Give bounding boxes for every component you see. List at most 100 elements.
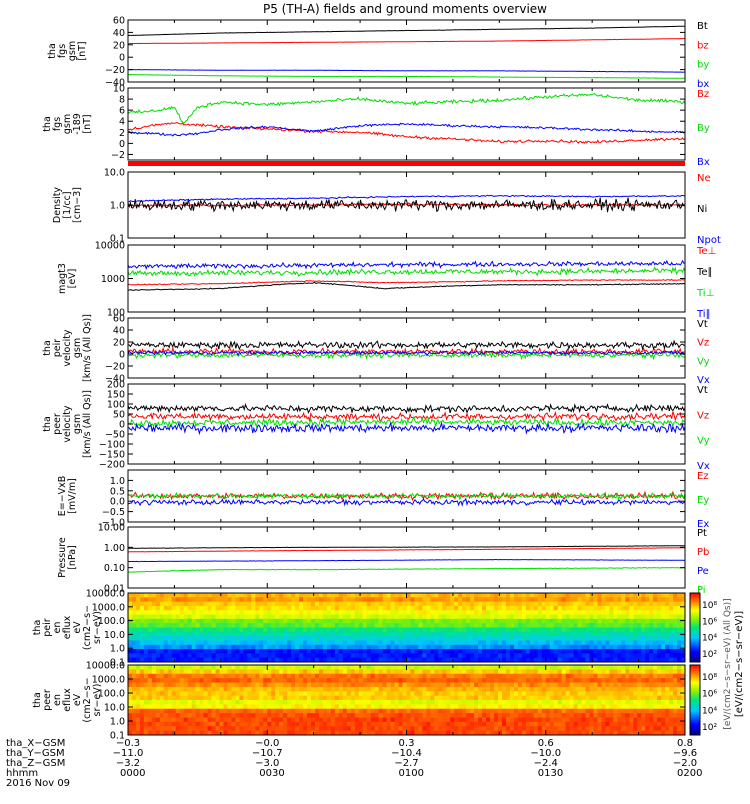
spectrogram-cell xyxy=(458,623,463,628)
spectrogram-cell xyxy=(582,645,587,650)
spectrogram-cell xyxy=(395,649,400,654)
spectrogram-cell xyxy=(223,606,228,611)
spectrogram-cell xyxy=(208,623,213,628)
spectrogram-cell xyxy=(327,610,332,615)
spectrogram-cell xyxy=(550,615,555,620)
spectrogram-cell xyxy=(172,691,177,696)
spectrogram-cell xyxy=(263,632,268,637)
spectrogram-cell xyxy=(673,645,678,650)
spectrogram-cell xyxy=(514,722,519,727)
spectrogram-cell xyxy=(148,593,153,598)
spectrogram-cell xyxy=(438,632,443,637)
spectrogram-cell xyxy=(231,704,236,709)
spectrogram-cell xyxy=(538,606,543,611)
spectrogram-cell xyxy=(438,700,443,705)
spectrogram-cell xyxy=(426,593,431,598)
spectrogram-cell xyxy=(566,709,571,714)
spectrogram-cell xyxy=(578,597,583,602)
spectrogram-cell xyxy=(522,636,527,641)
spectrogram-cell xyxy=(220,674,225,679)
spectrogram-cell xyxy=(311,718,316,723)
spectrogram-cell xyxy=(426,700,431,705)
spectrogram-cell xyxy=(669,649,674,654)
spectrogram-cell xyxy=(140,602,145,607)
spectrogram-cell xyxy=(645,683,650,688)
spectrogram-cell xyxy=(347,597,352,602)
spectrogram-cell xyxy=(355,691,360,696)
spectrogram-cell xyxy=(251,713,256,718)
spectrogram-cell xyxy=(208,718,213,723)
spectrogram-cell xyxy=(482,665,487,670)
spectrogram-cell xyxy=(514,597,519,602)
spectrogram-cell xyxy=(303,674,308,679)
spectrogram-cell xyxy=(319,722,324,727)
spectrogram-cell xyxy=(319,628,324,633)
spectrogram-cell xyxy=(597,669,602,674)
spectrogram-cell xyxy=(586,636,591,641)
spectrogram-cell xyxy=(255,709,260,714)
spectrogram-cell xyxy=(613,649,618,654)
spectrogram-cell xyxy=(482,649,487,654)
spectrogram-cell xyxy=(665,709,670,714)
spectrogram-cell xyxy=(474,718,479,723)
spectrogram-cell xyxy=(546,678,551,683)
spectrogram-cell xyxy=(247,713,252,718)
spectrogram-cell xyxy=(486,623,491,628)
ytick-label-fgs_gse: 6 xyxy=(119,106,125,117)
spectrogram-cell xyxy=(649,704,654,709)
spectrogram-cell xyxy=(414,687,419,692)
spectrogram-cell xyxy=(582,593,587,598)
spectrogram-cell xyxy=(184,619,189,624)
spectrogram-cell xyxy=(399,606,404,611)
spectrogram-cell xyxy=(212,718,217,723)
spectrogram-cell xyxy=(383,640,388,645)
spectrogram-cell xyxy=(494,653,499,658)
spectrogram-cell xyxy=(287,713,292,718)
spectrogram-cell xyxy=(474,678,479,683)
spectrogram-cell xyxy=(399,602,404,607)
spectrogram-cell xyxy=(263,615,268,620)
spectrogram-cell xyxy=(466,665,471,670)
spectrogram-cell xyxy=(570,606,575,611)
spectrogram-cell xyxy=(303,615,308,620)
spectrogram-cell xyxy=(578,718,583,723)
spectrogram-cell xyxy=(498,649,503,654)
spectrogram-cell xyxy=(231,678,236,683)
spectrogram-cell xyxy=(502,606,507,611)
spectrogram-cell xyxy=(554,674,559,679)
spectrogram-cell xyxy=(208,593,213,598)
spectrogram-cell xyxy=(597,649,602,654)
spectrogram-cell xyxy=(570,713,575,718)
spectrogram-cell xyxy=(251,619,256,624)
spectrogram-cell xyxy=(649,602,654,607)
spectrogram-cell xyxy=(518,645,523,650)
spectrogram-cell xyxy=(613,606,618,611)
spectrogram-cell xyxy=(450,718,455,723)
spectrogram-cell xyxy=(414,619,419,624)
legend-label-pressure-1: Pb xyxy=(697,547,709,558)
spectrogram-cell xyxy=(223,636,228,641)
spectrogram-cell xyxy=(633,619,638,624)
spectrogram-cell xyxy=(593,696,598,701)
spectrogram-cell xyxy=(216,619,221,624)
spectrogram-cell xyxy=(251,602,256,607)
spectrogram-cell xyxy=(478,623,483,628)
spectrogram-cell xyxy=(637,628,642,633)
spectrogram-cell xyxy=(430,726,435,731)
spectrogram-cell xyxy=(554,628,559,633)
spectrogram-cell xyxy=(375,709,380,714)
spectrogram-cell xyxy=(633,645,638,650)
spectrogram-cell xyxy=(184,610,189,615)
spectrogram-cell xyxy=(343,678,348,683)
spectrogram-cell xyxy=(510,718,515,723)
spectrogram-cell xyxy=(466,602,471,607)
spectrogram-cell xyxy=(466,606,471,611)
spectrogram-cell xyxy=(582,722,587,727)
spectrogram-cell xyxy=(144,640,149,645)
spectrogram-cell xyxy=(637,665,642,670)
spectrogram-cell xyxy=(578,606,583,611)
spectrogram-cell xyxy=(454,704,459,709)
spectrogram-cell xyxy=(570,610,575,615)
spectrogram-cell xyxy=(227,683,232,688)
spectrogram-cell xyxy=(140,691,145,696)
